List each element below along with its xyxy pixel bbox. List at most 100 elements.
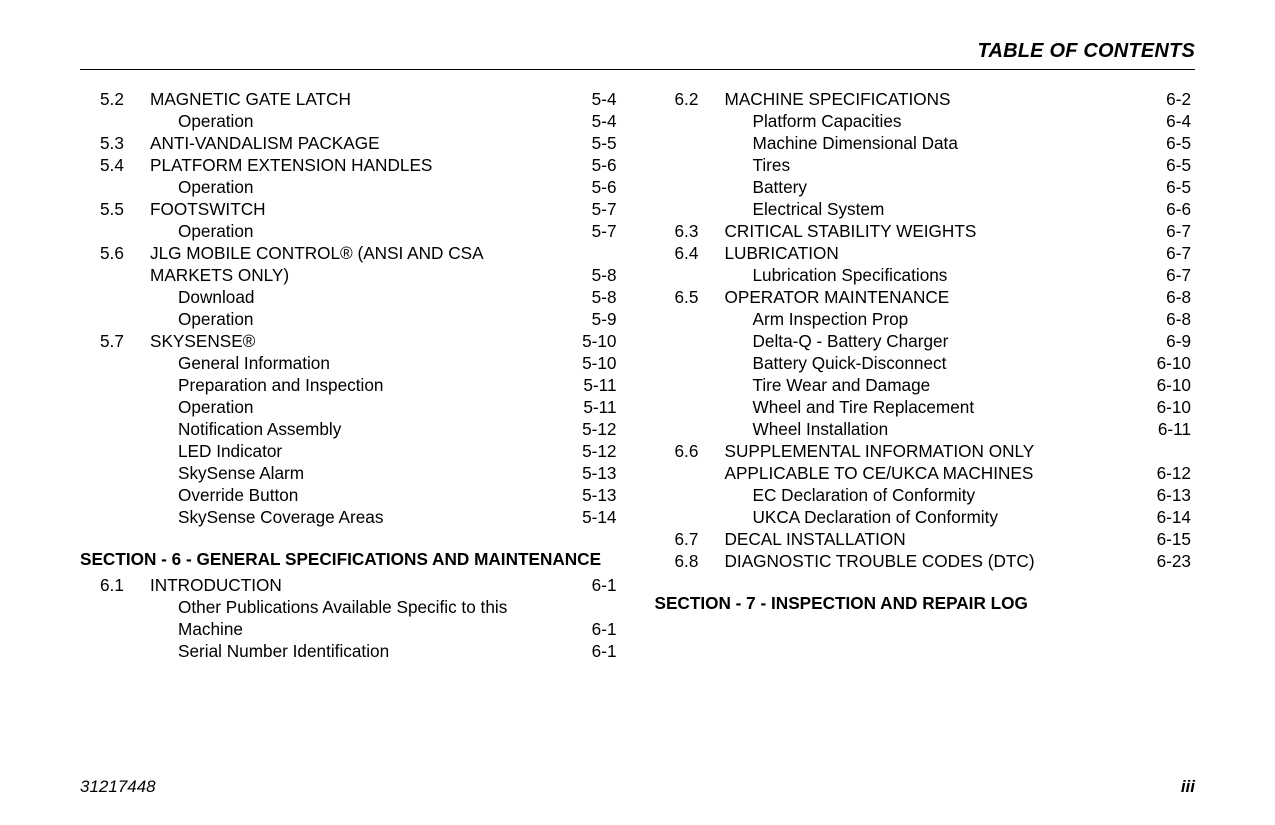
toc-entry-number: 6.6 bbox=[655, 440, 713, 462]
toc-entry-label: Electrical System bbox=[713, 198, 885, 220]
toc-entry-label: Other Publications Available Specific to… bbox=[138, 596, 507, 618]
toc-entry-page: 6-10 bbox=[1157, 374, 1195, 396]
toc-entry: Arm Inspection Prop6-8 bbox=[655, 308, 1196, 330]
toc-entry-label: LUBRICATION bbox=[713, 242, 839, 264]
toc-entry-label: PLATFORM EXTENSION HANDLES bbox=[138, 154, 432, 176]
toc-entry: Battery6-5 bbox=[655, 176, 1196, 198]
toc-entry-label: Machine Dimensional Data bbox=[713, 132, 958, 154]
toc-entry-page: 6-7 bbox=[1166, 220, 1195, 242]
toc-entry-label: Machine bbox=[138, 618, 243, 640]
toc-entry: Wheel Installation6-11 bbox=[655, 418, 1196, 440]
toc-entry-label: INTRODUCTION bbox=[138, 574, 282, 596]
toc-entry-number: 5.2 bbox=[80, 88, 138, 110]
toc-entry-page: 5-7 bbox=[592, 198, 621, 220]
toc-entry-number: 6.5 bbox=[655, 286, 713, 308]
toc-entry: EC Declaration of Conformity 6-13 bbox=[655, 484, 1196, 506]
toc-entry-page: 5-14 bbox=[582, 506, 620, 528]
toc-entry: Electrical System 6-6 bbox=[655, 198, 1196, 220]
toc-entry: 5.7SKYSENSE® 5-10 bbox=[80, 330, 621, 352]
toc-entry: 6.8DIAGNOSTIC TROUBLE CODES (DTC)6-23 bbox=[655, 550, 1196, 572]
toc-entry-page: 6-6 bbox=[1166, 198, 1195, 220]
toc-entry-page: 6-14 bbox=[1157, 506, 1195, 528]
toc-entry-page: 6-5 bbox=[1166, 154, 1195, 176]
toc-entry-label: UKCA Declaration of Conformity bbox=[713, 506, 999, 528]
toc-entry: Notification Assembly 5-12 bbox=[80, 418, 621, 440]
toc-entry-label: SKYSENSE® bbox=[138, 330, 255, 352]
page-title: TABLE OF CONTENTS bbox=[80, 40, 1195, 63]
toc-entry-page: 5-13 bbox=[582, 462, 620, 484]
toc-entry-page: 6-7 bbox=[1166, 242, 1195, 264]
toc-entry-page: 6-1 bbox=[592, 640, 621, 662]
page-footer: 31217448 iii bbox=[80, 777, 1195, 797]
toc-entry-page: 5-10 bbox=[582, 330, 620, 352]
toc-entry: 6.1INTRODUCTION 6-1 bbox=[80, 574, 621, 596]
toc-entry-page: 5-8 bbox=[592, 286, 621, 308]
toc-entry-page: 6-5 bbox=[1166, 176, 1195, 198]
toc-entry-label: ANTI-VANDALISM PACKAGE bbox=[138, 132, 380, 154]
toc-column-left: 5.2MAGNETIC GATE LATCH5-4Operation5-45.3… bbox=[80, 88, 621, 768]
toc-entry: 6.3CRITICAL STABILITY WEIGHTS6-7 bbox=[655, 220, 1196, 242]
toc-entry-label: Download bbox=[138, 286, 254, 308]
toc-entry: 5.3ANTI-VANDALISM PACKAGE5-5 bbox=[80, 132, 621, 154]
toc-entry-page: 5-8 bbox=[592, 264, 621, 286]
toc-entry: APPLICABLE TO CE/UKCA MACHINES6-12 bbox=[655, 462, 1196, 484]
toc-entry-page: 5-7 bbox=[592, 220, 621, 242]
toc-entry-page: 5-13 bbox=[582, 484, 620, 506]
toc-entry-label: SkySense Alarm bbox=[138, 462, 304, 484]
toc-entry: UKCA Declaration of Conformity 6-14 bbox=[655, 506, 1196, 528]
footer-page-number: iii bbox=[1181, 777, 1195, 797]
toc-entry-page: 6-5 bbox=[1166, 132, 1195, 154]
toc-entry-label: DECAL INSTALLATION bbox=[713, 528, 906, 550]
toc-entry: Override Button 5-13 bbox=[80, 484, 621, 506]
toc-entry: 6.7DECAL INSTALLATION6-15 bbox=[655, 528, 1196, 550]
toc-entry-label: Lubrication Specifications bbox=[713, 264, 948, 286]
toc-entry-label: Tires bbox=[713, 154, 791, 176]
toc-entry-label: MACHINE SPECIFICATIONS bbox=[713, 88, 951, 110]
toc-entry-number: 6.1 bbox=[80, 574, 138, 596]
toc-entry: LED Indicator5-12 bbox=[80, 440, 621, 462]
toc-entry-number: 6.7 bbox=[655, 528, 713, 550]
toc-entry-page: 6-1 bbox=[592, 574, 621, 596]
toc-entry: Operation5-9 bbox=[80, 308, 621, 330]
toc-entry: Operation5-11 bbox=[80, 396, 621, 418]
toc-entry-label: Wheel Installation bbox=[713, 418, 889, 440]
toc-entry: 5.5FOOTSWITCH5-7 bbox=[80, 198, 621, 220]
footer-doc-number: 31217448 bbox=[80, 777, 156, 797]
toc-entry-number: 5.6 bbox=[80, 242, 138, 264]
toc-entry-number: 6.2 bbox=[655, 88, 713, 110]
toc-entry-label: APPLICABLE TO CE/UKCA MACHINES bbox=[713, 462, 1034, 484]
toc-entry-number: 6.4 bbox=[655, 242, 713, 264]
toc-entry-label: General Information bbox=[138, 352, 330, 374]
toc-entry-label: Notification Assembly bbox=[138, 418, 341, 440]
toc-section-heading: SECTION - 6 - GENERAL SPECIFICATIONS AND… bbox=[80, 548, 621, 570]
toc-entry: SkySense Alarm 5-13 bbox=[80, 462, 621, 484]
toc-entry: Lubrication Specifications6-7 bbox=[655, 264, 1196, 286]
toc-entry-page: 5-6 bbox=[592, 154, 621, 176]
toc-entry-label: Battery Quick-Disconnect bbox=[713, 352, 947, 374]
toc-entry-label: Override Button bbox=[138, 484, 298, 506]
toc-entry-page: 6-13 bbox=[1157, 484, 1195, 506]
toc-entry-page: 5-12 bbox=[582, 418, 620, 440]
toc-entry: 5.4PLATFORM EXTENSION HANDLES5-6 bbox=[80, 154, 621, 176]
toc-entry-label: Platform Capacities bbox=[713, 110, 902, 132]
toc-entry-page: 5-11 bbox=[583, 374, 620, 396]
toc-entry: Operation5-4 bbox=[80, 110, 621, 132]
toc-section-heading: SECTION - 7 - INSPECTION AND REPAIR LOG bbox=[655, 592, 1196, 614]
toc-entry-page: 6-8 bbox=[1166, 286, 1195, 308]
toc-entry-number: 5.7 bbox=[80, 330, 138, 352]
toc-entry: Other Publications Available Specific to… bbox=[80, 596, 621, 618]
toc-entry: Tires 6-5 bbox=[655, 154, 1196, 176]
toc-entry-page: 5-12 bbox=[582, 440, 620, 462]
toc-entry: Wheel and Tire Replacement6-10 bbox=[655, 396, 1196, 418]
toc-entry-page: 5-10 bbox=[582, 352, 620, 374]
toc-entry-label: Operation bbox=[138, 396, 253, 418]
toc-entry-label: Serial Number Identification bbox=[138, 640, 389, 662]
toc-entry-label: Operation bbox=[138, 176, 253, 198]
toc-entry-label: Preparation and Inspection bbox=[138, 374, 383, 396]
toc-entry: Tire Wear and Damage 6-10 bbox=[655, 374, 1196, 396]
toc-entry-label: EC Declaration of Conformity bbox=[713, 484, 976, 506]
toc-column-right: 6.2MACHINE SPECIFICATIONS6-2Platform Cap… bbox=[655, 88, 1196, 768]
toc-entry-label: Tire Wear and Damage bbox=[713, 374, 931, 396]
header-rule bbox=[80, 69, 1195, 70]
toc-entry: Platform Capacities6-4 bbox=[655, 110, 1196, 132]
